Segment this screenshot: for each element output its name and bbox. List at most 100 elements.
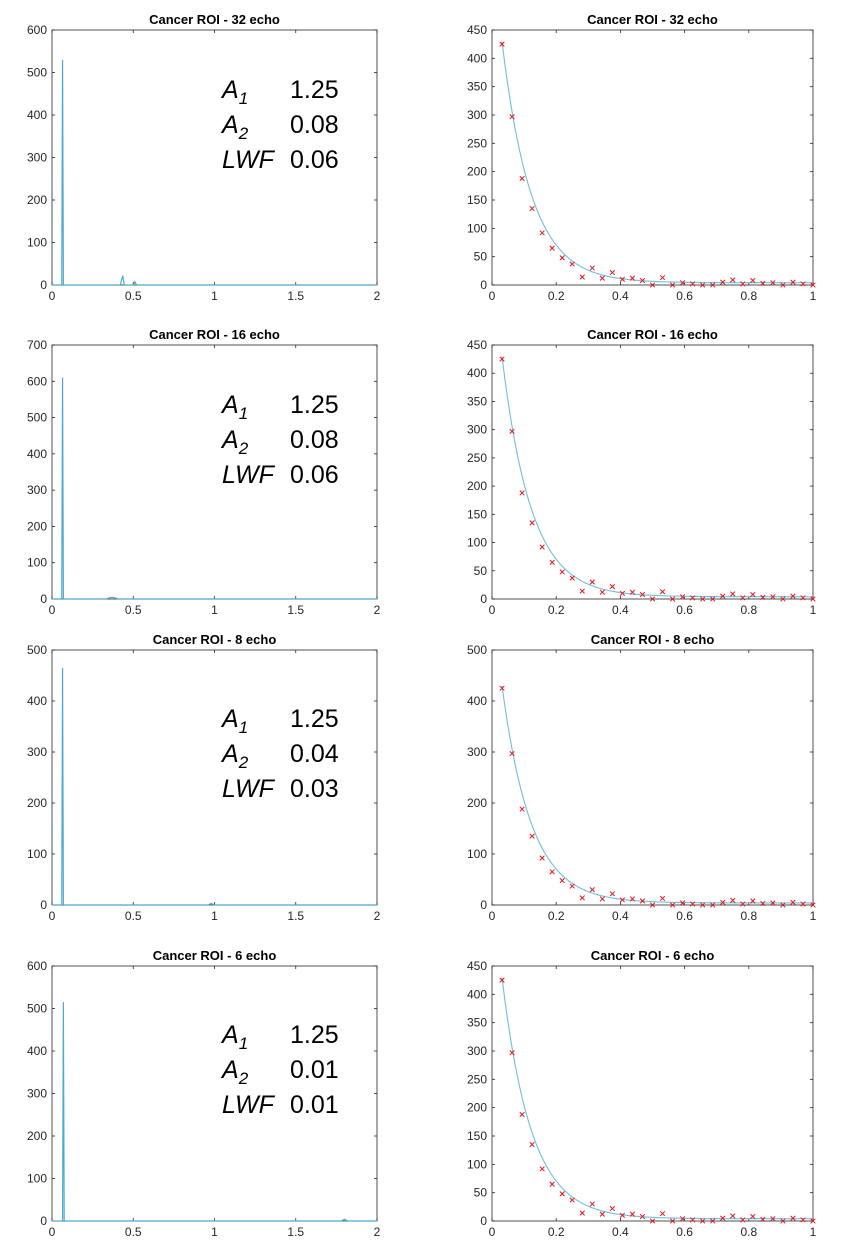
- data-point-marker: [780, 902, 786, 908]
- data-point-marker: [589, 579, 595, 585]
- y-tick-label: 600: [27, 374, 47, 388]
- data-point-marker: [589, 265, 595, 271]
- data-point-marker: [800, 1217, 806, 1223]
- data-point-marker: [549, 1181, 555, 1187]
- data-point-marker: [559, 569, 565, 575]
- y-tick-label: 500: [27, 1002, 47, 1016]
- y-tick-label: 300: [27, 151, 47, 165]
- x-tick-label: 0.6: [676, 909, 693, 923]
- data-point-marker: [790, 899, 796, 906]
- annotation-lwf-label: LWF: [222, 461, 276, 489]
- x-tick-label: 0: [49, 1225, 56, 1239]
- annotation-a1-symbol: A: [220, 391, 239, 419]
- y-tick-label: 0: [40, 1214, 47, 1228]
- data-point-marker: [750, 898, 756, 904]
- y-tick-label: 400: [27, 447, 47, 461]
- data-point-marker: [760, 900, 766, 907]
- data-point-marker: [549, 245, 555, 251]
- chart-title: Cancer ROI - 6 echo: [591, 948, 715, 963]
- data-point-marker: [800, 595, 806, 601]
- data-point-marker: [629, 275, 636, 281]
- data-point-marker: [649, 282, 656, 288]
- fit-curve: [501, 41, 813, 284]
- spectrum-line: [52, 59, 377, 286]
- x-tick-label: 0.6: [676, 289, 693, 303]
- y-tick-label: 200: [467, 1101, 487, 1115]
- data-point-marker: [579, 1210, 585, 1216]
- y-tick-label: 300: [467, 423, 487, 437]
- data-point-marker: [549, 869, 555, 875]
- data-point-marker: [730, 591, 736, 597]
- data-point-marker: [740, 1217, 746, 1223]
- data-point-marker: [770, 280, 776, 286]
- annotation-lwf-symbol: LWF: [222, 775, 276, 803]
- data-point-marker: [780, 596, 786, 602]
- y-tick-label: 600: [27, 23, 47, 37]
- data-point-marker: [730, 277, 736, 283]
- x-tick-label: 0.2: [548, 289, 565, 303]
- x-tick-label: 1: [810, 603, 817, 617]
- y-tick-label: 150: [467, 507, 487, 521]
- data-point-marker: [499, 356, 505, 362]
- data-point-marker: [599, 275, 605, 281]
- y-tick-label: 0: [480, 1214, 487, 1228]
- data-point-marker: [669, 902, 676, 908]
- panel-spec32: Cancer ROI - 32 echo 0 0.5 1 1.5 2 0 100 200 300 4…: [27, 12, 381, 303]
- x-tick-label: 2: [374, 1225, 381, 1239]
- data-point-marker: [609, 1205, 616, 1212]
- annotation-a1-value: 1.25: [290, 1021, 339, 1049]
- data-point-marker: [609, 269, 616, 276]
- y-tick-label: 300: [27, 1087, 47, 1101]
- annotation-a2-label: A2: [220, 740, 249, 772]
- y-tick-label: 200: [27, 193, 47, 207]
- data-point-marker: [720, 1215, 726, 1221]
- panel-decay16: Cancer ROI - 16 echo 0 0.2 0.4 0.6 0.8 1 0 50 100…: [467, 327, 817, 617]
- data-point-marker: [559, 877, 565, 884]
- data-point-marker: [499, 41, 505, 47]
- x-tick-label: 0.5: [125, 603, 142, 617]
- y-tick-label: 300: [467, 745, 487, 759]
- x-tick-label: 1.5: [287, 909, 304, 923]
- x-tick-label: 1: [211, 1225, 218, 1239]
- chart-title: Cancer ROI - 32 echo: [149, 12, 280, 27]
- x-tick-label: 2: [374, 289, 381, 303]
- data-point-marker: [679, 900, 686, 906]
- data-point-marker: [549, 559, 555, 565]
- chart-title: Cancer ROI - 32 echo: [587, 12, 718, 27]
- x-tick-label: 0.8: [740, 603, 757, 617]
- annotation-a1-subscript: 1: [239, 1034, 248, 1053]
- y-tick-label: 200: [467, 165, 487, 179]
- annotation-a1-label: A1: [220, 1021, 248, 1053]
- data-point-marker: [740, 901, 746, 907]
- annotation-a1-subscript: 1: [239, 404, 248, 423]
- data-point-marker: [659, 274, 666, 281]
- x-tick-label: 2: [374, 603, 381, 617]
- x-tick-label: 1: [810, 1225, 817, 1239]
- x-tick-label: 1: [810, 289, 817, 303]
- y-tick-label: 500: [27, 411, 47, 425]
- data-point-marker: [539, 230, 545, 236]
- x-tick-label: 0.6: [676, 603, 693, 617]
- y-tick-label: 0: [40, 592, 47, 606]
- y-tick-label: 250: [467, 136, 487, 150]
- data-point-marker: [569, 1197, 575, 1203]
- y-tick-label: 100: [467, 847, 487, 861]
- data-point-marker: [770, 900, 776, 906]
- data-point-marker: [679, 594, 686, 600]
- annotation-lwf-value: 0.06: [290, 146, 339, 174]
- y-tick-label: 250: [467, 1072, 487, 1086]
- y-tick-label: 600: [27, 959, 47, 973]
- x-tick-label: 0.4: [612, 1225, 629, 1239]
- panel-spec6: Cancer ROI - 6 echo 0 0.5 1 1.5 2 0 100 200 300 40…: [27, 948, 381, 1239]
- data-point-marker: [569, 883, 575, 889]
- y-tick-label: 100: [27, 1172, 47, 1186]
- x-tick-label: 0.4: [612, 289, 629, 303]
- data-point-marker: [810, 282, 816, 288]
- data-point-marker: [710, 1218, 716, 1224]
- y-tick-label: 0: [480, 592, 487, 606]
- y-tick-label: 50: [474, 564, 488, 578]
- annotation-a1-subscript: 1: [239, 718, 248, 737]
- data-point-marker: [810, 902, 816, 908]
- data-point-marker: [519, 175, 525, 182]
- data-point-marker: [529, 833, 535, 839]
